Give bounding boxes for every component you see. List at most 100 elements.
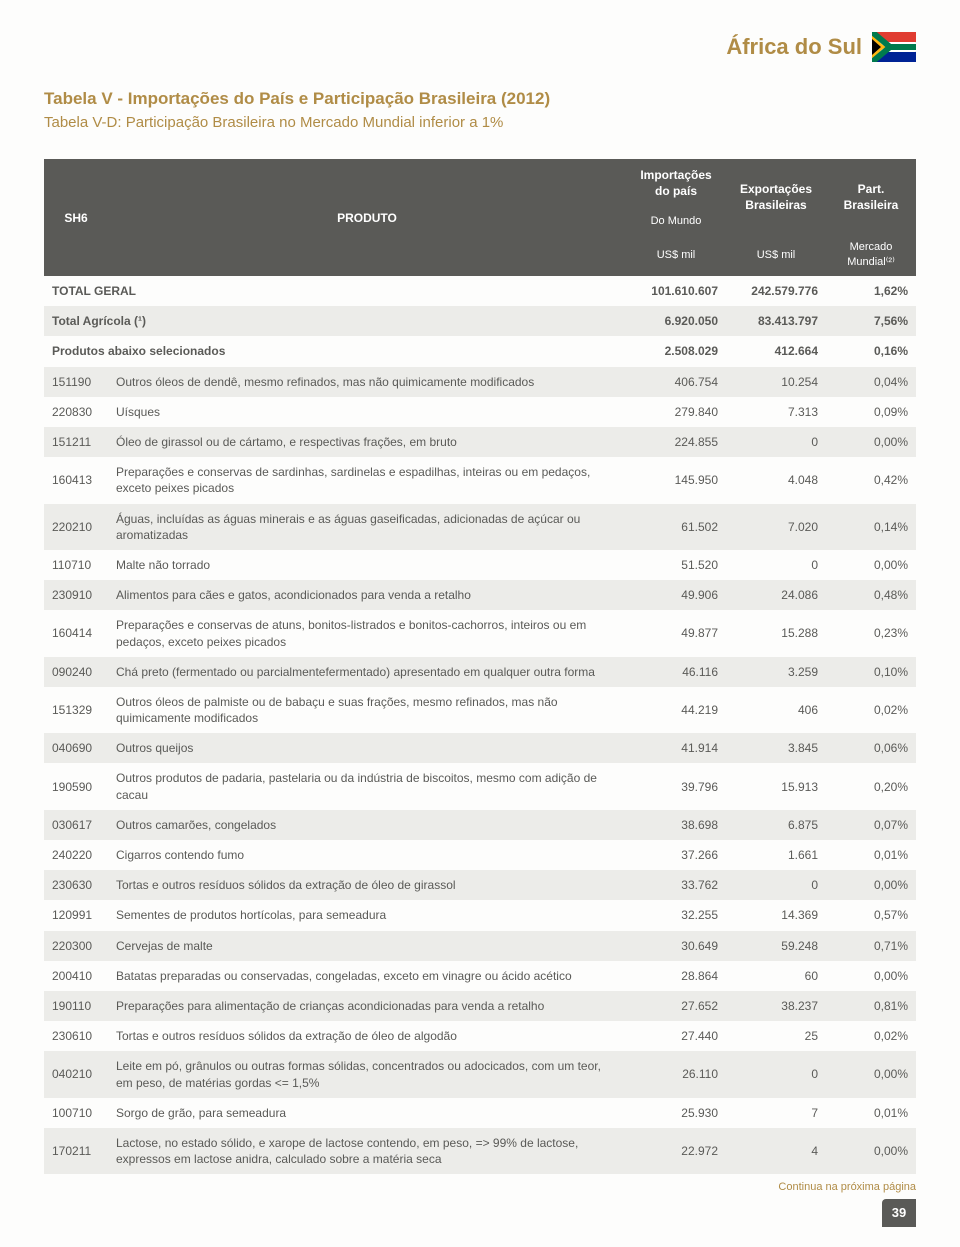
table-row: 151329Outros óleos de palmiste ou de bab…	[44, 687, 916, 733]
cell-import: 46.116	[626, 657, 726, 687]
cell-export: 24.086	[726, 580, 826, 610]
table-row: 220830Uísques279.8407.3130,09%	[44, 397, 916, 427]
cell-import: 224.855	[626, 427, 726, 457]
th-importacoes: Importações do país	[626, 159, 726, 207]
cell-export: 15.913	[726, 763, 826, 809]
cell-import: 27.652	[626, 991, 726, 1021]
cell-sh6: 090240	[44, 657, 108, 687]
cell-export: 15.288	[726, 610, 826, 656]
cell-import: 38.698	[626, 810, 726, 840]
cell-import: 28.864	[626, 961, 726, 991]
cell-export: 6.875	[726, 810, 826, 840]
cell-share: 0,00%	[826, 1051, 916, 1097]
cell-product: Chá preto (fermentado ou parcialmentefer…	[108, 657, 626, 687]
cell-product: Alimentos para cães e gatos, acondiciona…	[108, 580, 626, 610]
cell-share: 0,04%	[826, 367, 916, 397]
cell-product: Cigarros contendo fumo	[108, 840, 626, 870]
cell-share: 0,10%	[826, 657, 916, 687]
cell-share: 7,56%	[826, 306, 916, 336]
cell-import: 25.930	[626, 1098, 726, 1128]
cell-product: Malte não torrado	[108, 550, 626, 580]
cell-export: 0	[726, 870, 826, 900]
cell-import: 61.502	[626, 504, 726, 550]
cell-product: Lactose, no estado sólido, e xarope de l…	[108, 1128, 626, 1174]
cell-import: 27.440	[626, 1021, 726, 1051]
cell-sh6: 160414	[44, 610, 108, 656]
cell-share: 0,02%	[826, 687, 916, 733]
cell-export: 406	[726, 687, 826, 733]
data-table: SH6 PRODUTO Importações do país Exportaç…	[44, 159, 916, 1174]
cell-product: Outros produtos de padaria, pastelaria o…	[108, 763, 626, 809]
cell-export: 59.248	[726, 931, 826, 961]
cell-export: 60	[726, 961, 826, 991]
cell-import: 26.110	[626, 1051, 726, 1097]
cell-export: 14.369	[726, 900, 826, 930]
table-row: 220210Águas, incluídas as águas minerais…	[44, 504, 916, 550]
cell-import: 49.877	[626, 610, 726, 656]
cell-product: Batatas preparadas ou conservadas, conge…	[108, 961, 626, 991]
cell-product: Preparações e conservas de atuns, bonito…	[108, 610, 626, 656]
table-row: 151190Outros óleos de dendê, mesmo refin…	[44, 367, 916, 397]
th-usmil1: US$ mil	[626, 234, 726, 276]
cell-export: 83.413.797	[726, 306, 826, 336]
cell-share: 0,71%	[826, 931, 916, 961]
table-row: 170211Lactose, no estado sólido, e xarop…	[44, 1128, 916, 1174]
cell-export: 10.254	[726, 367, 826, 397]
cell-sh6: 230630	[44, 870, 108, 900]
cell-share: 0,09%	[826, 397, 916, 427]
cell-share: 0,48%	[826, 580, 916, 610]
cell-export: 1.661	[726, 840, 826, 870]
table-row: 240220Cigarros contendo fumo37.2661.6610…	[44, 840, 916, 870]
cell-import: 44.219	[626, 687, 726, 733]
th-do-mundo: Do Mundo	[626, 208, 726, 235]
country-name: África do Sul	[726, 32, 862, 62]
cell-product: Óleo de girassol ou de cártamo, e respec…	[108, 427, 626, 457]
cell-sh6: 040690	[44, 733, 108, 763]
continue-note: Continua na próxima página	[44, 1180, 916, 1195]
cell-share: 0,23%	[826, 610, 916, 656]
cell-export: 38.237	[726, 991, 826, 1021]
table-row: 040690Outros queijos41.9143.8450,06%	[44, 733, 916, 763]
table-row: 230910Alimentos para cães e gatos, acond…	[44, 580, 916, 610]
cell-export: 7.020	[726, 504, 826, 550]
table-row: 160413Preparações e conservas de sardinh…	[44, 457, 916, 503]
cell-import: 279.840	[626, 397, 726, 427]
th-mercado: Mercado Mundial⁽²⁾	[826, 234, 916, 276]
cell-import: 30.649	[626, 931, 726, 961]
cell-export: 3.845	[726, 733, 826, 763]
table-row: 090240Chá preto (fermentado ou parcialme…	[44, 657, 916, 687]
cell-share: 0,00%	[826, 870, 916, 900]
table-body: TOTAL GERAL101.610.607242.579.7761,62%To…	[44, 276, 916, 1174]
cell-export: 25	[726, 1021, 826, 1051]
table-row: Produtos abaixo selecionados2.508.029412…	[44, 336, 916, 366]
cell-product: Total Agrícola (¹)	[44, 306, 626, 336]
cell-import: 6.920.050	[626, 306, 726, 336]
cell-sh6: 160413	[44, 457, 108, 503]
cell-export: 3.259	[726, 657, 826, 687]
table-title: Tabela V - Importações do País e Partici…	[44, 88, 916, 111]
table-row: 151211Óleo de girassol ou de cártamo, e …	[44, 427, 916, 457]
cell-sh6: 100710	[44, 1098, 108, 1128]
cell-sh6: 220210	[44, 504, 108, 550]
cell-product: Preparações e conservas de sardinhas, sa…	[108, 457, 626, 503]
cell-sh6: 230910	[44, 580, 108, 610]
cell-export: 0	[726, 427, 826, 457]
cell-import: 101.610.607	[626, 276, 726, 306]
cell-sh6: 120991	[44, 900, 108, 930]
cell-import: 49.906	[626, 580, 726, 610]
cell-import: 32.255	[626, 900, 726, 930]
cell-import: 22.972	[626, 1128, 726, 1174]
cell-share: 0,00%	[826, 550, 916, 580]
cell-sh6: 190110	[44, 991, 108, 1021]
cell-share: 0,01%	[826, 840, 916, 870]
table-row: 040210Leite em pó, grânulos ou outras fo…	[44, 1051, 916, 1097]
table-row: 230610Tortas e outros resíduos sólidos d…	[44, 1021, 916, 1051]
th-exportacoes: Exportações Brasileiras	[726, 159, 826, 234]
cell-sh6: 040210	[44, 1051, 108, 1097]
cell-sh6: 030617	[44, 810, 108, 840]
cell-share: 0,81%	[826, 991, 916, 1021]
cell-import: 39.796	[626, 763, 726, 809]
cell-share: 0,20%	[826, 763, 916, 809]
cell-sh6: 170211	[44, 1128, 108, 1174]
table-row: 190110Preparações para alimentação de cr…	[44, 991, 916, 1021]
